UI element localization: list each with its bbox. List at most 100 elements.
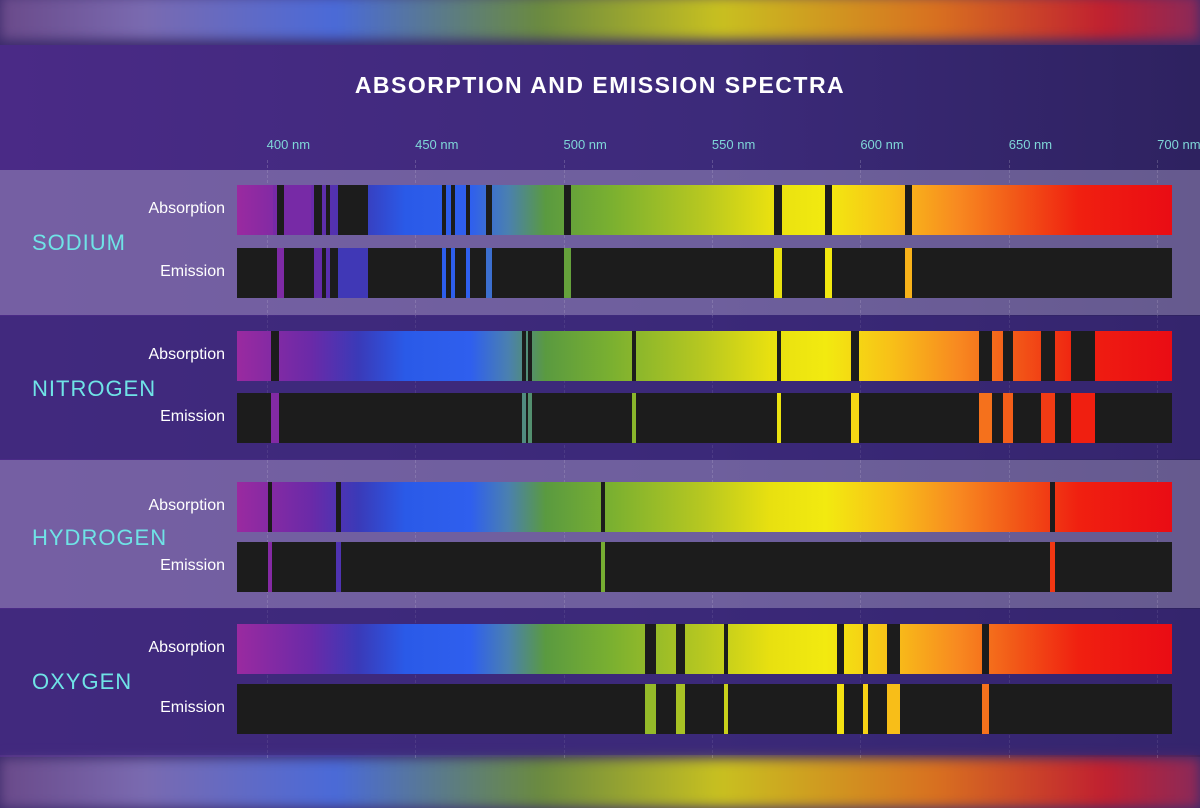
blurred-spectrum-band-bottom [0, 758, 1200, 808]
emission-line-hydrogen-2 [600, 542, 605, 592]
absorption-line-nitrogen-8 [1041, 331, 1055, 381]
grid-line-450 [415, 160, 417, 758]
emission-line-sodium-11 [904, 248, 913, 298]
absorption-line-oxygen-3 [836, 624, 844, 674]
absorption-line-sodium-0 [277, 185, 285, 235]
absorption-line-sodium-8 [563, 185, 571, 235]
emission-line-nitrogen-5 [851, 393, 859, 443]
absorption-spectrum-sodium [237, 185, 1172, 235]
grid-line-600 [860, 160, 862, 758]
absorption-line-oxygen-2 [723, 624, 728, 674]
absorption-line-hydrogen-3 [1050, 482, 1055, 532]
tick-label-500: 500 nm [563, 137, 607, 152]
emission-spectrum-nitrogen [237, 393, 1172, 443]
emission-line-sodium-0 [277, 248, 285, 298]
absorption-line-sodium-4 [441, 185, 447, 235]
absorption-line-nitrogen-6 [979, 331, 993, 381]
absorption-line-sodium-11 [904, 185, 913, 235]
absorption-line-sodium-3 [337, 185, 368, 235]
tick-label-550: 550 nm [711, 137, 756, 152]
absorption-line-sodium-7 [486, 185, 493, 235]
emission-line-oxygen-1 [676, 684, 686, 734]
absorption-line-nitrogen-2 [527, 331, 533, 381]
emission-label-sodium: Emission [160, 263, 225, 280]
element-name-sodium: SODIUM [32, 230, 126, 255]
emission-line-sodium-1 [314, 248, 322, 298]
element-name-hydrogen: HYDROGEN [32, 525, 168, 550]
grid-line-700 [1157, 160, 1159, 758]
element-name-oxygen: OXYGEN [32, 669, 133, 694]
emission-label-hydrogen: Emission [160, 557, 225, 574]
emission-line-oxygen-4 [863, 684, 868, 734]
absorption-line-oxygen-0 [645, 624, 656, 674]
absorption-spectrum-nitrogen [237, 331, 1172, 381]
absorption-line-nitrogen-4 [777, 331, 782, 381]
emission-spectrum-oxygen [237, 684, 1172, 734]
emission-line-hydrogen-3 [1050, 542, 1055, 592]
emission-line-sodium-4 [441, 248, 447, 298]
absorption-label-hydrogen: Absorption [148, 497, 226, 514]
absorption-line-sodium-6 [465, 185, 470, 235]
grid-line-650 [1008, 160, 1010, 758]
emission-line-hydrogen-1 [336, 542, 341, 592]
emission-label-nitrogen: Emission [160, 408, 225, 425]
absorption-line-nitrogen-7 [1002, 331, 1014, 381]
absorption-line-nitrogen-1 [521, 331, 527, 381]
emission-line-sodium-5 [450, 248, 456, 298]
emission-line-nitrogen-8 [1041, 393, 1055, 443]
grid-line-550 [711, 160, 713, 758]
emission-line-nitrogen-6 [979, 393, 993, 443]
emission-label-oxygen: Emission [160, 699, 225, 716]
absorption-line-sodium-1 [314, 185, 322, 235]
absorption-line-nitrogen-0 [271, 331, 279, 381]
absorption-line-sodium-2 [326, 185, 331, 235]
emission-line-nitrogen-0 [271, 393, 279, 443]
absorption-line-hydrogen-2 [600, 482, 605, 532]
emission-line-sodium-9 [774, 248, 782, 298]
absorption-line-sodium-5 [450, 185, 456, 235]
absorption-label-oxygen: Absorption [148, 639, 226, 656]
absorption-label-nitrogen: Absorption [148, 346, 226, 363]
chart-title: ABSORPTION AND EMISSION SPECTRA [354, 72, 846, 98]
tick-label-600: 600 nm [860, 137, 904, 152]
tick-label-450: 450 nm [415, 137, 459, 152]
absorption-line-oxygen-5 [887, 624, 901, 674]
absorption-label-sodium: Absorption [148, 200, 226, 217]
absorption-line-oxygen-4 [863, 624, 868, 674]
absorption-line-sodium-9 [774, 185, 782, 235]
grid-line-400 [266, 160, 268, 758]
absorption-spectrum-oxygen [237, 624, 1172, 674]
absorption-line-nitrogen-10 [1079, 331, 1085, 381]
emission-line-sodium-6 [465, 248, 470, 298]
emission-line-nitrogen-4 [777, 393, 782, 443]
element-name-nitrogen: NITROGEN [32, 376, 157, 401]
tick-label-400: 400 nm [266, 137, 311, 152]
emission-line-oxygen-6 [982, 684, 990, 734]
emission-line-oxygen-3 [836, 684, 844, 734]
absorption-line-sodium-10 [824, 185, 833, 235]
blurred-spectrum-band-top [0, 0, 1200, 40]
emission-line-nitrogen-3 [631, 393, 636, 443]
emission-line-nitrogen-7 [1002, 393, 1014, 443]
emission-line-sodium-10 [824, 248, 833, 298]
emission-spectrum-sodium [237, 248, 1172, 298]
emission-line-nitrogen-2 [527, 393, 533, 443]
emission-line-hydrogen-0 [268, 542, 273, 592]
emission-line-oxygen-2 [723, 684, 728, 734]
emission-line-sodium-2 [326, 248, 331, 298]
absorption-line-oxygen-6 [982, 624, 990, 674]
emission-line-nitrogen-10 [1079, 393, 1085, 443]
emission-line-nitrogen-1 [521, 393, 527, 443]
absorption-spectrum-hydrogen [237, 482, 1172, 532]
absorption-line-nitrogen-5 [851, 331, 859, 381]
emission-line-oxygen-0 [645, 684, 656, 734]
emission-line-sodium-3 [337, 248, 368, 298]
emission-line-sodium-7 [486, 248, 493, 298]
grid-line-500 [563, 160, 565, 758]
tick-label-650: 650 nm [1008, 137, 1053, 152]
absorption-line-nitrogen-3 [631, 331, 636, 381]
absorption-line-oxygen-1 [676, 624, 686, 674]
emission-line-sodium-8 [563, 248, 571, 298]
tick-label-700: 700 nm [1157, 137, 1200, 152]
emission-spectrum-hydrogen [237, 542, 1172, 592]
